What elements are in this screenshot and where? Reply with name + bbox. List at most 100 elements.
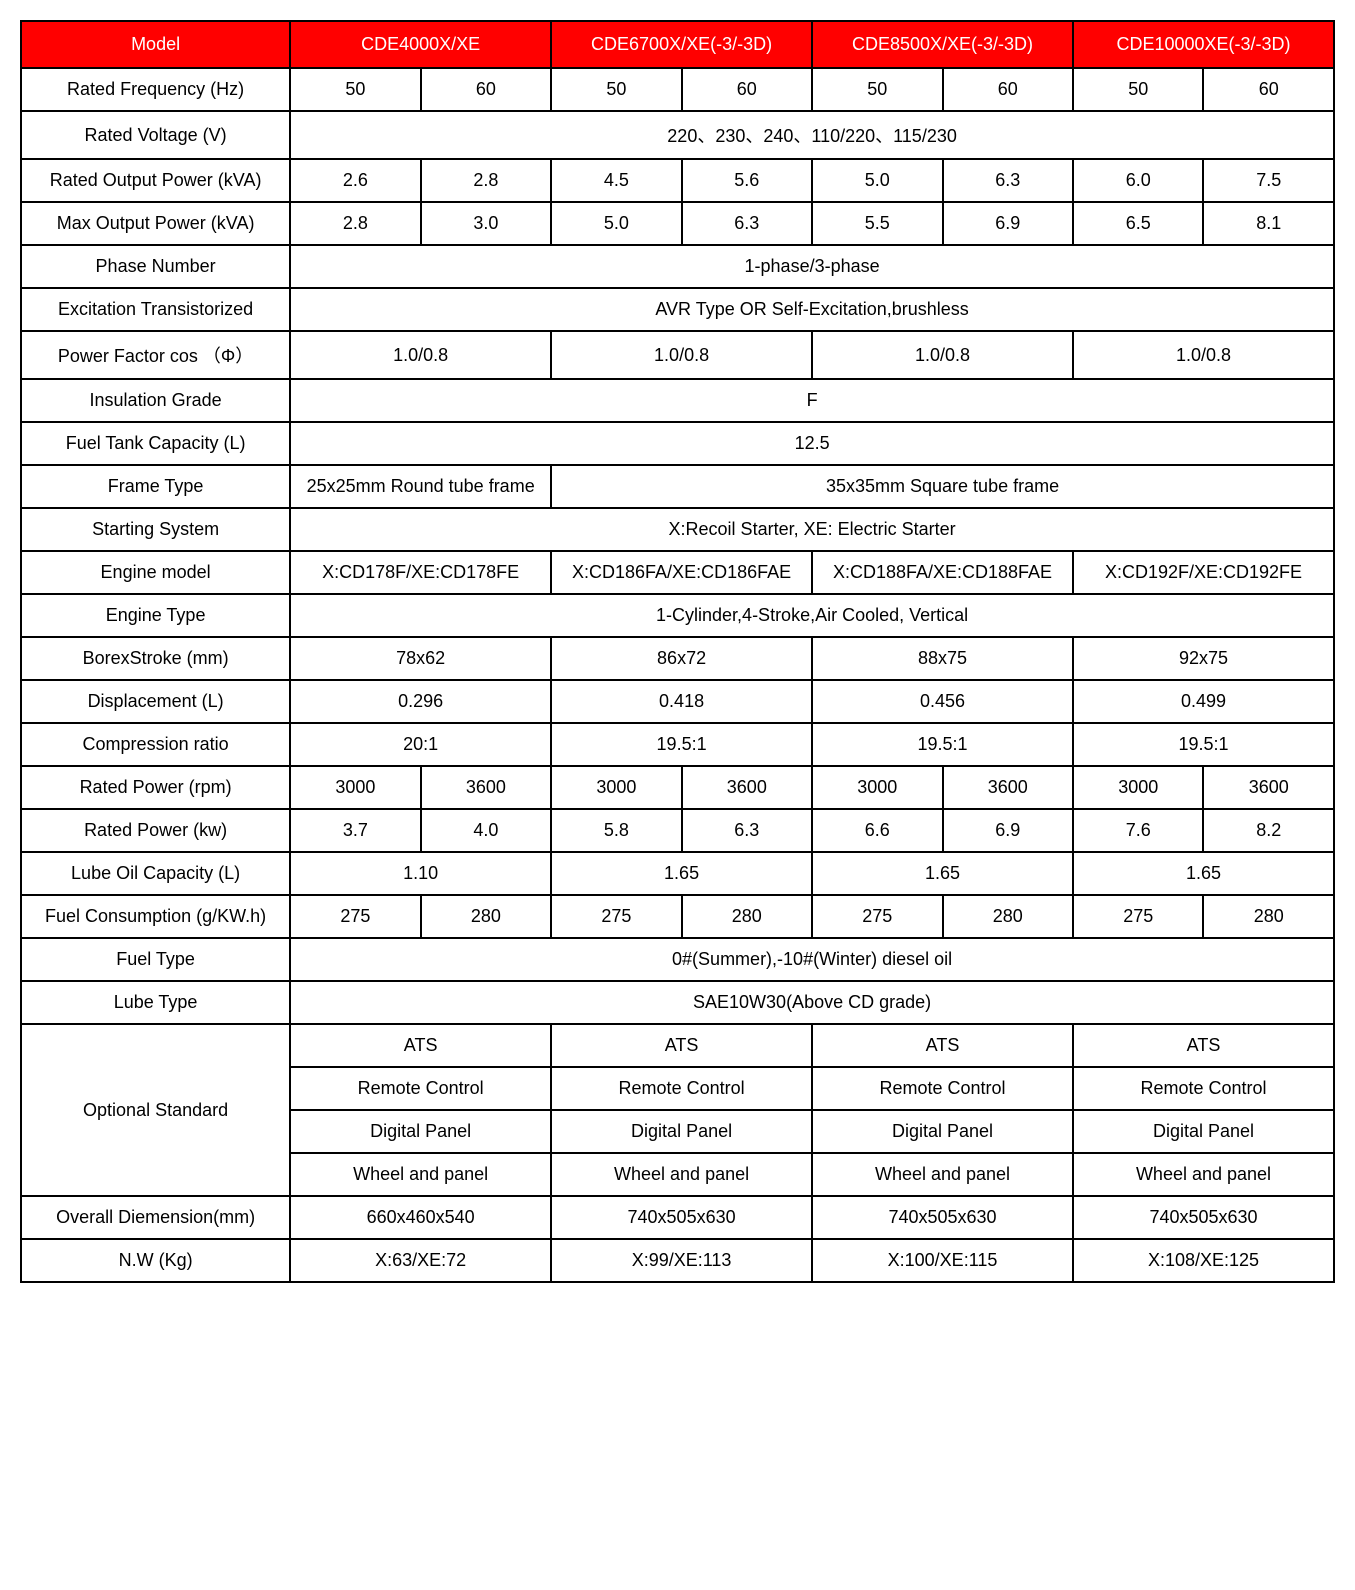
table-row: Power Factor cos （Φ） 1.0/0.8 1.0/0.8 1.0… bbox=[21, 331, 1334, 379]
table-row: Rated Power (kw) 3.7 4.0 5.8 6.3 6.6 6.9… bbox=[21, 809, 1334, 852]
cell: 6.3 bbox=[682, 202, 812, 245]
cell: 740x505x630 bbox=[812, 1196, 1073, 1239]
cell: 86x72 bbox=[551, 637, 812, 680]
header-model: Model bbox=[21, 21, 290, 68]
row-label: Overall Diemension(mm) bbox=[21, 1196, 290, 1239]
row-label: Max Output Power (kVA) bbox=[21, 202, 290, 245]
cell: 275 bbox=[290, 895, 420, 938]
cell: Digital Panel bbox=[551, 1110, 812, 1153]
row-label: Fuel Consumption (g/KW.h) bbox=[21, 895, 290, 938]
cell: 60 bbox=[421, 68, 551, 111]
cell: 4.5 bbox=[551, 159, 681, 202]
cell: 92x75 bbox=[1073, 637, 1334, 680]
cell: Digital Panel bbox=[1073, 1110, 1334, 1153]
cell: 280 bbox=[682, 895, 812, 938]
table-row: Optional Standard ATS ATS ATS ATS bbox=[21, 1024, 1334, 1067]
cell: ATS bbox=[812, 1024, 1073, 1067]
cell: ATS bbox=[551, 1024, 812, 1067]
cell: 280 bbox=[1203, 895, 1334, 938]
cell: 740x505x630 bbox=[1073, 1196, 1334, 1239]
cell: 50 bbox=[1073, 68, 1203, 111]
cell: 6.9 bbox=[943, 809, 1073, 852]
cell: 3000 bbox=[812, 766, 942, 809]
cell: 7.5 bbox=[1203, 159, 1334, 202]
table-row: Fuel Consumption (g/KW.h) 275 280 275 28… bbox=[21, 895, 1334, 938]
cell: Digital Panel bbox=[812, 1110, 1073, 1153]
cell: 6.5 bbox=[1073, 202, 1203, 245]
row-label: Rated Power (rpm) bbox=[21, 766, 290, 809]
cell: 60 bbox=[1203, 68, 1334, 111]
cell: AVR Type OR Self-Excitation,brushless bbox=[290, 288, 1334, 331]
row-label: Rated Output Power (kVA) bbox=[21, 159, 290, 202]
cell: 740x505x630 bbox=[551, 1196, 812, 1239]
cell: 5.0 bbox=[551, 202, 681, 245]
cell: 280 bbox=[421, 895, 551, 938]
row-label: BorexStroke (mm) bbox=[21, 637, 290, 680]
header-m4: CDE10000XE(-3/-3D) bbox=[1073, 21, 1334, 68]
cell: 60 bbox=[943, 68, 1073, 111]
cell: Remote Control bbox=[812, 1067, 1073, 1110]
cell: 0.296 bbox=[290, 680, 551, 723]
cell: 0.499 bbox=[1073, 680, 1334, 723]
table-row: Engine model X:CD178F/XE:CD178FE X:CD186… bbox=[21, 551, 1334, 594]
cell: 1-Cylinder,4-Stroke,Air Cooled, Vertical bbox=[290, 594, 1334, 637]
cell: 2.6 bbox=[290, 159, 420, 202]
table-row: Phase Number 1-phase/3-phase bbox=[21, 245, 1334, 288]
row-label: Starting System bbox=[21, 508, 290, 551]
cell: ATS bbox=[1073, 1024, 1334, 1067]
table-row: Overall Diemension(mm) 660x460x540 740x5… bbox=[21, 1196, 1334, 1239]
cell: 1.65 bbox=[551, 852, 812, 895]
row-label: Displacement (L) bbox=[21, 680, 290, 723]
row-label: Compression ratio bbox=[21, 723, 290, 766]
row-label: Engine model bbox=[21, 551, 290, 594]
cell: 3600 bbox=[421, 766, 551, 809]
cell: 60 bbox=[682, 68, 812, 111]
cell: 275 bbox=[812, 895, 942, 938]
cell: 6.0 bbox=[1073, 159, 1203, 202]
table-row: Displacement (L) 0.296 0.418 0.456 0.499 bbox=[21, 680, 1334, 723]
cell: 1.10 bbox=[290, 852, 551, 895]
cell: 25x25mm Round tube frame bbox=[290, 465, 551, 508]
cell: 2.8 bbox=[290, 202, 420, 245]
table-row: BorexStroke (mm) 78x62 86x72 88x75 92x75 bbox=[21, 637, 1334, 680]
cell: 3600 bbox=[943, 766, 1073, 809]
cell: 88x75 bbox=[812, 637, 1073, 680]
cell: F bbox=[290, 379, 1334, 422]
cell: 5.8 bbox=[551, 809, 681, 852]
cell: 19.5:1 bbox=[812, 723, 1073, 766]
cell: 275 bbox=[551, 895, 681, 938]
cell: 1.0/0.8 bbox=[812, 331, 1073, 379]
row-label: Fuel Tank Capacity (L) bbox=[21, 422, 290, 465]
cell: X:CD178F/XE:CD178FE bbox=[290, 551, 551, 594]
cell: 50 bbox=[551, 68, 681, 111]
table-row: Lube Oil Capacity (L) 1.10 1.65 1.65 1.6… bbox=[21, 852, 1334, 895]
row-label: N.W (Kg) bbox=[21, 1239, 290, 1282]
cell: 12.5 bbox=[290, 422, 1334, 465]
cell: 3600 bbox=[1203, 766, 1334, 809]
cell: 35x35mm Square tube frame bbox=[551, 465, 1334, 508]
cell: 6.3 bbox=[943, 159, 1073, 202]
table-row: Fuel Type 0#(Summer),-10#(Winter) diesel… bbox=[21, 938, 1334, 981]
cell: 280 bbox=[943, 895, 1073, 938]
table-row: Fuel Tank Capacity (L) 12.5 bbox=[21, 422, 1334, 465]
cell: 1.0/0.8 bbox=[290, 331, 551, 379]
cell: Wheel and panel bbox=[551, 1153, 812, 1196]
cell: 3000 bbox=[551, 766, 681, 809]
table-row: Rated Power (rpm) 3000 3600 3000 3600 30… bbox=[21, 766, 1334, 809]
cell: X:99/XE:113 bbox=[551, 1239, 812, 1282]
row-label: Power Factor cos （Φ） bbox=[21, 331, 290, 379]
cell: 19.5:1 bbox=[1073, 723, 1334, 766]
table-row: Lube Type SAE10W30(Above CD grade) bbox=[21, 981, 1334, 1024]
cell: 5.0 bbox=[812, 159, 942, 202]
row-label: Rated Voltage (V) bbox=[21, 111, 290, 159]
cell: 1.0/0.8 bbox=[551, 331, 812, 379]
row-label: Rated Frequency (Hz) bbox=[21, 68, 290, 111]
row-label: Insulation Grade bbox=[21, 379, 290, 422]
cell: 0#(Summer),-10#(Winter) diesel oil bbox=[290, 938, 1334, 981]
header-row: Model CDE4000X/XE CDE6700X/XE(-3/-3D) CD… bbox=[21, 21, 1334, 68]
cell: Remote Control bbox=[290, 1067, 551, 1110]
cell: X:CD192F/XE:CD192FE bbox=[1073, 551, 1334, 594]
cell: 1-phase/3-phase bbox=[290, 245, 1334, 288]
table-row: Max Output Power (kVA) 2.8 3.0 5.0 6.3 5… bbox=[21, 202, 1334, 245]
cell: 3000 bbox=[290, 766, 420, 809]
